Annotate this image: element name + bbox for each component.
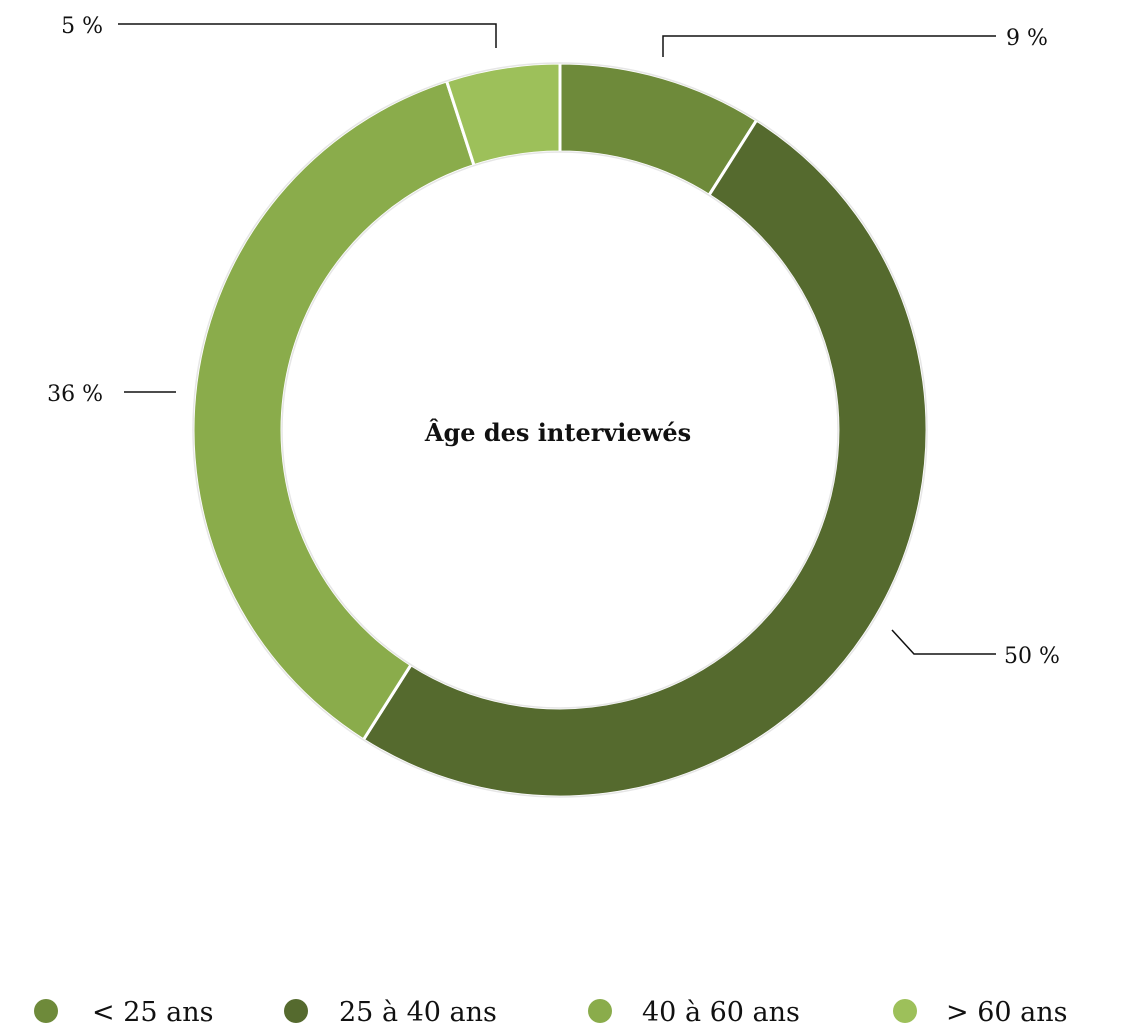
legend-label-40-60: 40 à 60 ans [642, 997, 800, 1028]
legend-swatch-40-60 [588, 999, 612, 1023]
legend-item-over-60: > 60 ans [893, 997, 1068, 1028]
slice-40-60 [191, 79, 476, 742]
donut-inner-ring [281, 151, 839, 709]
legend: < 25 ans 25 à 40 ans 40 à 60 ans > 60 an… [34, 997, 1068, 1028]
legend-swatch-under-25 [34, 999, 58, 1023]
donut-slices [191, 61, 928, 799]
legend-label-25-40: 25 à 40 ans [339, 997, 497, 1028]
donut-outer-ring [192, 62, 928, 798]
data-label-over-60: 5 % [61, 14, 103, 39]
data-label-25-40: 50 % [1004, 644, 1060, 669]
leader-line-5 [118, 23, 497, 48]
chart-title: Âge des interviewés [424, 418, 691, 447]
legend-item-under-25: < 25 ans [34, 997, 214, 1028]
leader-line-50 [891, 629, 996, 655]
data-label-under-25: 9 % [1006, 26, 1048, 51]
legend-swatch-25-40 [284, 999, 308, 1023]
leader-line-9 [662, 35, 996, 57]
legend-label-under-25: < 25 ans [92, 997, 214, 1028]
data-label-40-60: 36 % [47, 382, 103, 407]
legend-swatch-over-60 [893, 999, 917, 1023]
slice-25-40 [361, 118, 928, 799]
legend-item-25-40: 25 à 40 ans [284, 997, 497, 1028]
legend-label-over-60: > 60 ans [946, 997, 1068, 1028]
legend-item-40-60: 40 à 60 ans [588, 997, 800, 1028]
